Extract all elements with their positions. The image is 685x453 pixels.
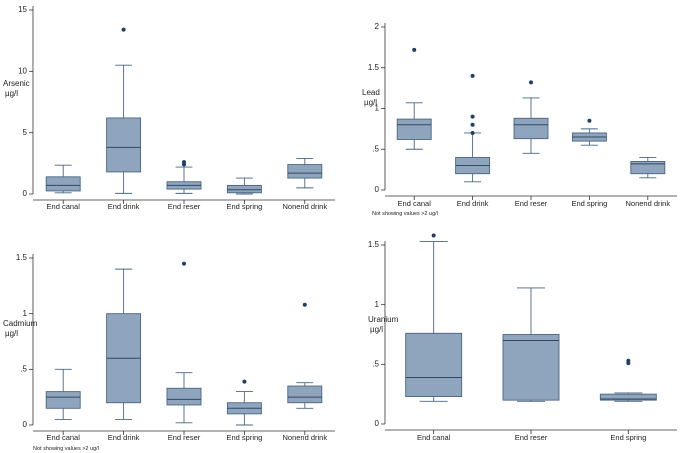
x-tick-label: End canal xyxy=(417,433,451,442)
y-tick-label: 1.5 xyxy=(368,240,380,249)
outlier-point xyxy=(242,379,247,384)
box-2 xyxy=(455,73,491,183)
x-tick-label: End reser xyxy=(168,433,201,442)
y-axis-label-line: Lead xyxy=(362,88,380,97)
outlier-point xyxy=(470,114,475,119)
y-axis-label: Arsenic µg/l xyxy=(3,79,30,98)
x-tick-label: Nonend drink xyxy=(282,202,327,211)
outlier-point xyxy=(529,80,533,85)
y-tick-label: 0 xyxy=(23,420,28,429)
iqr-box xyxy=(513,117,549,140)
chart-panel-2: 0 .5 1 1.5 2 Lead µg/l End canal End drink End re… xyxy=(362,22,677,217)
y-tick-label: .5 xyxy=(372,144,379,153)
chart-panel-1: 0 5 10 15 Arsenic µg/l End canal End drink End r… xyxy=(3,5,335,211)
x-tick-label: End spring xyxy=(226,202,262,211)
iqr-box xyxy=(405,332,463,398)
y-tick-label: .5 xyxy=(372,359,379,368)
y-axis-label: Lead µg/l xyxy=(362,88,380,107)
iqr-box xyxy=(396,118,432,140)
x-tick-label: Nonend drink xyxy=(282,433,327,442)
iqr-box xyxy=(45,391,81,409)
box-1 xyxy=(396,47,432,150)
box-3 xyxy=(513,80,549,154)
x-tick-label: End reser xyxy=(168,202,201,211)
y-axis-label-line: Uranium xyxy=(368,315,399,324)
box-2 xyxy=(106,268,142,420)
outlier-point xyxy=(470,130,475,135)
y-tick-label: .5 xyxy=(20,364,27,373)
y-tick-label: 1 xyxy=(23,309,28,318)
iqr-box xyxy=(287,385,323,404)
box-4 xyxy=(571,118,607,146)
x-tick-label: End reser xyxy=(515,433,548,442)
y-tick-label: 1 xyxy=(375,104,380,113)
box-4 xyxy=(226,379,262,426)
iqr-box xyxy=(106,117,142,173)
y-axis-label-line: µg/l xyxy=(364,98,377,107)
iqr-box xyxy=(599,393,657,401)
y-axis-label-line: Cadmium xyxy=(3,319,38,328)
box-3 xyxy=(599,358,657,402)
chart-panel-3: 0 .5 1 1.5 Cadmium µg/l End canal End drink End … xyxy=(3,253,335,452)
outlier-point xyxy=(121,27,126,32)
outlier-point xyxy=(587,118,592,123)
outlier-point xyxy=(470,122,475,127)
x-tick-label: End drink xyxy=(457,199,489,208)
y-tick-label: 1.5 xyxy=(16,253,28,262)
box-1 xyxy=(45,164,81,194)
y-tick-label: 0 xyxy=(23,189,28,198)
x-tick-label: End spring xyxy=(610,433,646,442)
x-tick-label: End canal xyxy=(47,433,81,442)
box-2 xyxy=(106,27,142,194)
chart-note: Not showing values >2 ug/l xyxy=(372,211,438,217)
y-axis-label-line: µg/l xyxy=(5,329,18,338)
iqr-box xyxy=(45,176,81,192)
outlier-point xyxy=(431,233,436,238)
y-tick-label: 0 xyxy=(375,419,380,428)
y-axis-label-line: Arsenic xyxy=(3,79,30,88)
iqr-box xyxy=(166,387,202,406)
outlier-point xyxy=(182,160,186,165)
box-5 xyxy=(630,156,666,179)
box-3 xyxy=(166,160,202,194)
y-tick-label: 1 xyxy=(375,300,380,309)
box-5 xyxy=(287,302,323,409)
iqr-box xyxy=(226,184,262,194)
box-2 xyxy=(502,287,560,402)
iqr-box xyxy=(287,164,323,179)
outlier-point xyxy=(412,47,417,52)
outlier-point xyxy=(470,73,475,78)
box-3 xyxy=(166,261,202,424)
y-axis-label-line: µg/l xyxy=(370,325,383,334)
outlier-point xyxy=(302,302,307,307)
y-axis-label: Cadmium µg/l xyxy=(3,319,38,338)
y-tick-label: 0 xyxy=(375,185,380,194)
box-1 xyxy=(405,233,463,402)
y-axis-label-line: µg/l xyxy=(5,89,18,98)
iqr-box xyxy=(502,334,560,401)
chart-note: Not showing values >2 ug/l xyxy=(33,446,99,452)
y-tick-label: 2 xyxy=(375,22,380,31)
box-4 xyxy=(226,177,262,195)
chart-panel-4: 0 .5 1 1.5 Uranium µg/l End canal End reser End … xyxy=(368,233,677,442)
outlier-point xyxy=(626,358,631,363)
iqr-box xyxy=(630,161,666,175)
y-tick-label: 1.5 xyxy=(368,63,380,72)
x-tick-label: End reser xyxy=(515,199,548,208)
y-axis-label: Uranium µg/l xyxy=(368,315,399,334)
y-tick-label: 10 xyxy=(18,66,27,75)
box-5 xyxy=(287,157,323,189)
x-tick-label: End spring xyxy=(226,433,262,442)
x-tick-label: End spring xyxy=(571,199,607,208)
x-tick-label: End drink xyxy=(108,202,140,211)
x-tick-label: End drink xyxy=(108,433,140,442)
box-1 xyxy=(45,368,81,420)
outlier-point xyxy=(182,261,186,266)
x-tick-label: End canal xyxy=(398,199,432,208)
x-tick-label: Nonend drink xyxy=(625,199,670,208)
y-tick-label: 5 xyxy=(23,128,28,137)
x-tick-label: End canal xyxy=(47,202,81,211)
y-tick-label: 15 xyxy=(18,5,27,14)
